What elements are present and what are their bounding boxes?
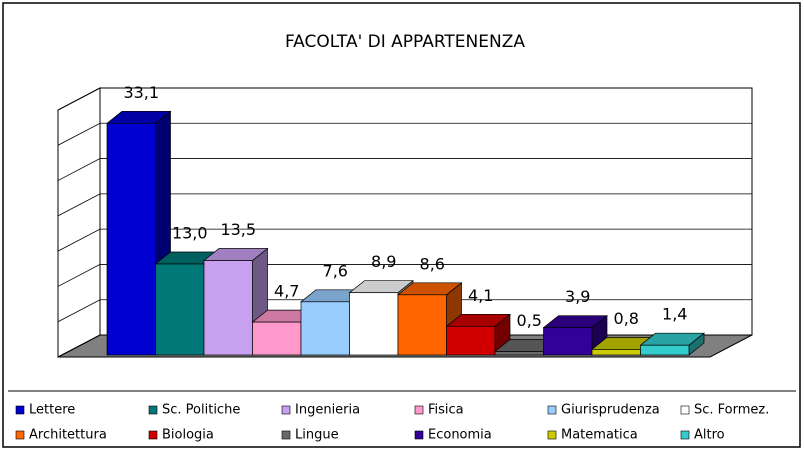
bar (203, 260, 253, 356)
value-label: 0,5 (517, 311, 542, 330)
value-label: 7,6 (323, 261, 348, 280)
bar (155, 263, 205, 356)
chart-title: FACOLTA' DI APPARTENENZA (285, 32, 525, 52)
value-label: 0,8 (614, 309, 639, 328)
legend-label: Architettura (29, 428, 107, 443)
legend-swatch (414, 405, 424, 415)
legend-label: Sc. Formez. (694, 403, 769, 418)
bar (446, 325, 496, 356)
legend-label: Ingenieria (295, 403, 360, 418)
bar (494, 351, 544, 356)
value-label: 13,5 (220, 220, 256, 239)
legend-swatch (15, 405, 25, 415)
legend-label: Sc. Politiche (162, 403, 240, 418)
grid-line (57, 334, 752, 358)
legend-label: Giurisprudenza (561, 403, 660, 418)
legend-swatch (680, 430, 690, 440)
bar (640, 344, 690, 356)
bar (106, 122, 156, 356)
grid-line (57, 228, 752, 252)
bar (543, 327, 593, 356)
legend-label: Altro (694, 428, 725, 443)
grid-line (57, 158, 752, 181)
grid-line (57, 87, 752, 111)
bar (349, 292, 399, 356)
legend-swatch (148, 405, 158, 415)
bar (591, 349, 641, 356)
grid-line (57, 299, 752, 323)
legend-swatch (148, 430, 158, 440)
value-label: 33,1 (123, 83, 159, 102)
legend-swatch (281, 430, 291, 440)
value-label: 4,1 (468, 286, 493, 305)
legend-swatch (414, 430, 424, 440)
legend-label: Matematica (561, 428, 638, 443)
legend-swatch (547, 405, 557, 415)
grid-line (57, 122, 752, 146)
legend-swatch (15, 430, 25, 440)
value-label: 3,9 (565, 287, 590, 306)
legend-swatch (547, 430, 557, 440)
legend-label: Lettere (29, 403, 75, 418)
grid-line (57, 193, 752, 217)
bar (252, 321, 302, 356)
legend-label: Lingue (295, 428, 339, 443)
value-label: 13,0 (172, 224, 208, 243)
left-wall (57, 87, 101, 358)
value-label: 1,4 (662, 305, 687, 324)
legend-label: Fisica (428, 403, 464, 418)
grid-line (57, 264, 752, 287)
legend-swatch (281, 405, 291, 415)
legend-label: Economia (428, 428, 492, 443)
legend-label: Biologia (162, 428, 214, 443)
value-label: 4,7 (274, 282, 299, 301)
value-label: 8,6 (420, 254, 445, 273)
value-label: 8,9 (371, 252, 396, 271)
bar (300, 301, 350, 356)
bar (397, 294, 447, 356)
legend-swatch (680, 405, 690, 415)
